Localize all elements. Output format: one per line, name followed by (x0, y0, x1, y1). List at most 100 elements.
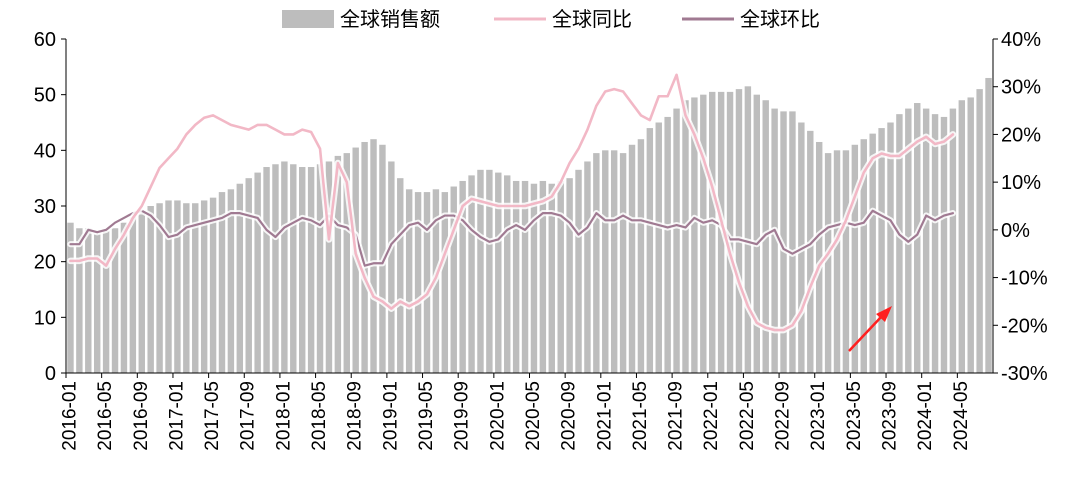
sales-bar (610, 150, 618, 373)
left-tick-label: 10 (34, 307, 56, 329)
arrow-head (876, 306, 892, 322)
x-tick-label: 2017-01 (166, 381, 187, 451)
left-tick-label: 0 (45, 363, 56, 385)
sales-bar (192, 203, 199, 373)
x-tick-label: 2016-05 (95, 381, 116, 451)
x-tick-label: 2019-01 (380, 381, 401, 451)
mom-line (69, 209, 954, 267)
sales-bar (209, 197, 217, 373)
sales-bar (263, 167, 270, 373)
sales-bar (896, 114, 903, 374)
sales-bar (183, 203, 190, 373)
sales-bar (557, 180, 564, 373)
sales-bar (940, 116, 948, 374)
x-tick-label: 2024-01 (915, 381, 936, 451)
x-tick-label: 2018-09 (345, 381, 366, 451)
sales-bar (307, 167, 315, 373)
sales-bar (156, 203, 163, 373)
right-tick-label: -10% (1001, 268, 1048, 290)
sales-bar (530, 183, 538, 373)
arrow-shaft (848, 315, 883, 352)
x-tick-label: 2020-05 (523, 381, 544, 451)
x-tick-label: 2022-05 (737, 381, 758, 451)
sales-bar (646, 128, 654, 373)
x-tick-label: 2017-05 (202, 381, 223, 451)
right-tick-label: 30% (1001, 77, 1041, 99)
sales-bar (566, 178, 573, 373)
series-lines (67, 71, 957, 334)
sales-bar (120, 222, 128, 373)
x-tick-label: 2020-01 (487, 381, 508, 451)
sales-bar (744, 86, 752, 373)
legend: 全球销售额 全球同比 全球环比 (282, 8, 820, 31)
sales-bar (414, 192, 422, 373)
sales-bar (958, 100, 966, 373)
left-tick-label: 60 (34, 29, 56, 51)
sales-bar (842, 150, 850, 373)
sales-bar (771, 108, 778, 373)
sales-bar (441, 192, 449, 373)
x-tick-label: 2022-01 (701, 381, 722, 451)
right-tick-label: 20% (1001, 124, 1041, 146)
sales-bar (147, 206, 154, 373)
x-tick-label: 2023-01 (808, 381, 829, 451)
sales-bar (815, 141, 823, 373)
left-tick-label: 40 (34, 140, 56, 162)
sales-bar (450, 186, 457, 373)
x-tick-label: 2021-05 (630, 381, 651, 451)
x-tick-label: 2017-09 (238, 381, 259, 451)
sales-bar (922, 108, 930, 373)
legend-label-sales: 全球销售额 (340, 8, 440, 31)
legend-label-yoy: 全球同比 (552, 8, 632, 31)
sales-bar (691, 97, 698, 373)
sales-bar (878, 128, 885, 373)
x-tick-label: 2023-05 (844, 381, 865, 451)
sales-bar (602, 150, 609, 373)
sales-bar (129, 217, 137, 373)
sales-bar (967, 97, 974, 373)
sales-bar (521, 180, 529, 373)
sales-bar (976, 89, 983, 373)
sales-bar (619, 153, 627, 373)
sales-bar (272, 164, 279, 373)
sales-bar (218, 192, 226, 373)
sales-bar (807, 130, 814, 373)
sales-bar (85, 228, 92, 373)
sales-bar (851, 144, 859, 373)
right-tick-label: 10% (1001, 172, 1041, 194)
sales-bar (860, 139, 867, 373)
sales-bar (709, 91, 716, 373)
sales-bar (593, 153, 600, 373)
sales-bar (664, 116, 671, 374)
sales-bar (887, 122, 894, 373)
sales-bar (700, 94, 707, 374)
left-tick-label: 20 (34, 252, 56, 274)
sales-bar (584, 161, 591, 373)
sales-bar (753, 94, 760, 374)
sales-bar (388, 161, 395, 373)
sales-bar (370, 139, 377, 373)
x-tick-label: 2016-09 (131, 381, 152, 451)
annotation (848, 306, 892, 352)
x-tick-label: 2021-01 (594, 381, 615, 451)
sales-bar (477, 169, 484, 373)
sales-bar (575, 169, 582, 373)
x-tick-label: 2022-09 (773, 381, 794, 451)
sales-bar (102, 231, 110, 373)
x-tick-label: 2018-05 (309, 381, 330, 451)
left-tick-label: 30 (34, 196, 56, 218)
sales-bar (655, 122, 662, 373)
sales-bar (539, 180, 547, 373)
sales-bar (495, 172, 502, 373)
sales-bar (931, 114, 939, 374)
sales-bar (93, 233, 101, 373)
x-tick-label: 2023-09 (880, 381, 901, 451)
legend-label-mom: 全球环比 (740, 8, 820, 31)
x-tick-label: 2020-09 (559, 381, 580, 451)
x-tick-label: 2021-09 (666, 381, 687, 451)
sales-bar (316, 164, 324, 373)
right-tick-label: -30% (1001, 363, 1048, 385)
sales-bar (334, 155, 342, 373)
sales-bar (468, 175, 475, 373)
